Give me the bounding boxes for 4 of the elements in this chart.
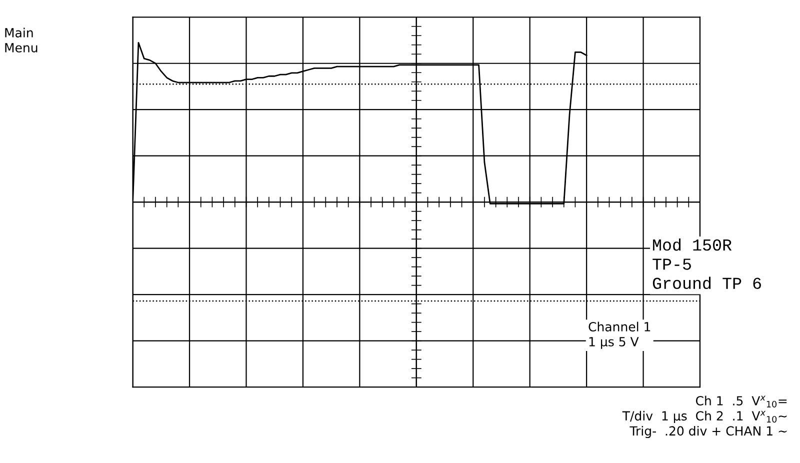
text: Ch 1 .5 V$^{x}$$_{10}$= T/div 1 μs Ch 2 .1 V$^{x}$$_{10}$~ Trig- .20 div + CHAN 1 ~ [622, 396, 787, 438]
text: Mod 150R TP-5 Ground TP 6 [652, 238, 761, 290]
text: Main Menu [5, 28, 38, 52]
text: Channel 1 1 μs 5 V [588, 322, 650, 349]
